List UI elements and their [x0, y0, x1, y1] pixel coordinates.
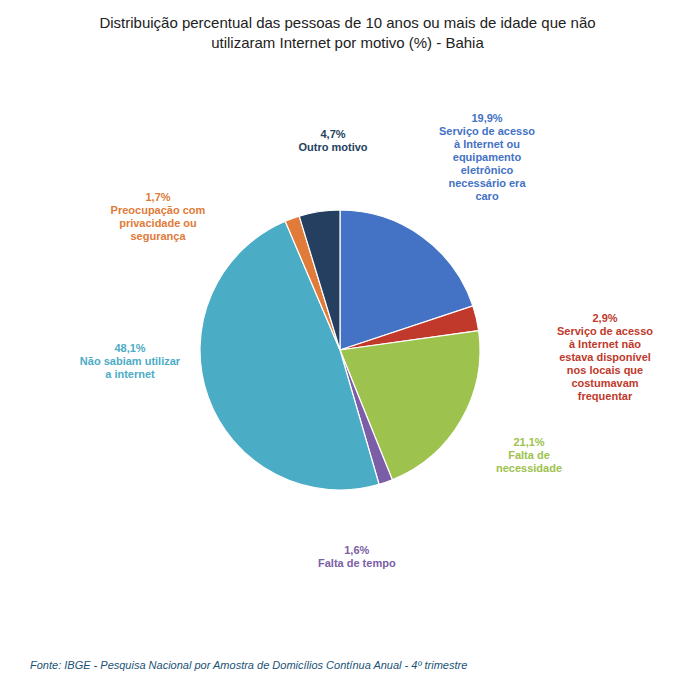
value-label: 1,6%: [344, 544, 369, 556]
slice-label: 21,1%Falta denecessidade: [496, 436, 562, 474]
category-label: caro: [475, 190, 499, 202]
category-label: frequentar: [578, 390, 633, 402]
category-label: segurança: [130, 230, 186, 242]
label-text: 48,1%Não sabiam utilizara internet: [80, 342, 181, 380]
category-label: equipamento: [453, 151, 522, 163]
slice-label: 19,9%Serviço de acessoà Internet ouequip…: [439, 112, 535, 202]
footer: Fonte: IBGE - Pesquisa Nacional por Amos…: [30, 659, 467, 671]
label-text: 1,6%Falta de tempo: [318, 544, 396, 569]
category-label: Serviço de acesso: [439, 125, 535, 137]
category-label: à Internet ou: [454, 138, 520, 150]
title: Distribuição percentual das pessoas de 1…: [99, 14, 595, 51]
category-label: Falta de tempo: [318, 557, 396, 569]
pie: [200, 210, 480, 490]
data-labels: 19,9%Serviço de acessoà Internet ouequip…: [80, 112, 653, 568]
chart: Distribuição percentual das pessoas de 1…: [0, 0, 695, 681]
value-label: 2,9%: [592, 312, 617, 324]
background: [0, 0, 695, 681]
label-text: 1,7%Preocupação comprivacidade ouseguran…: [111, 191, 206, 242]
label-text: 4,7%Outro motivo: [298, 128, 367, 153]
category-label: Preocupação com: [111, 204, 206, 216]
slice-label: 1,7%Preocupação comprivacidade ouseguran…: [111, 191, 206, 242]
category-label: estava disponível: [559, 351, 651, 363]
category-label: eletrônico: [461, 164, 514, 176]
category-label: costumavam: [571, 377, 638, 389]
category-label: à Internet não: [569, 338, 641, 350]
category-label: a internet: [105, 368, 155, 380]
slice-label: 2,9%Serviço de acessoà Internet nãoestav…: [557, 312, 653, 402]
value-label: 19,9%: [471, 112, 502, 124]
label-text: 19,9%Serviço de acessoà Internet ouequip…: [439, 112, 535, 202]
category-label: Falta de: [508, 449, 550, 461]
category-label: necessário era: [448, 177, 526, 189]
category-label: Serviço de acesso: [557, 325, 653, 337]
slice: [299, 210, 340, 350]
slice-label: 48,1%Não sabiam utilizara internet: [80, 342, 181, 380]
value-label: 21,1%: [513, 436, 544, 448]
label-text: 21,1%Falta denecessidade: [496, 436, 562, 474]
value-label: 1,7%: [145, 191, 170, 203]
slice-label: 4,7%Outro motivo: [298, 128, 367, 153]
category-label: Não sabiam utilizar: [80, 355, 181, 367]
category-label: necessidade: [496, 462, 562, 474]
value-label: 4,7%: [320, 128, 345, 140]
label-text: 2,9%Serviço de acessoà Internet nãoestav…: [557, 312, 653, 402]
category-label: privacidade ou: [119, 217, 197, 229]
category-label: nos locais que: [567, 364, 643, 376]
slice: [200, 221, 379, 490]
slice-label: 1,6%Falta de tempo: [318, 544, 396, 569]
category-label: Outro motivo: [298, 141, 367, 153]
value-label: 48,1%: [114, 342, 145, 354]
